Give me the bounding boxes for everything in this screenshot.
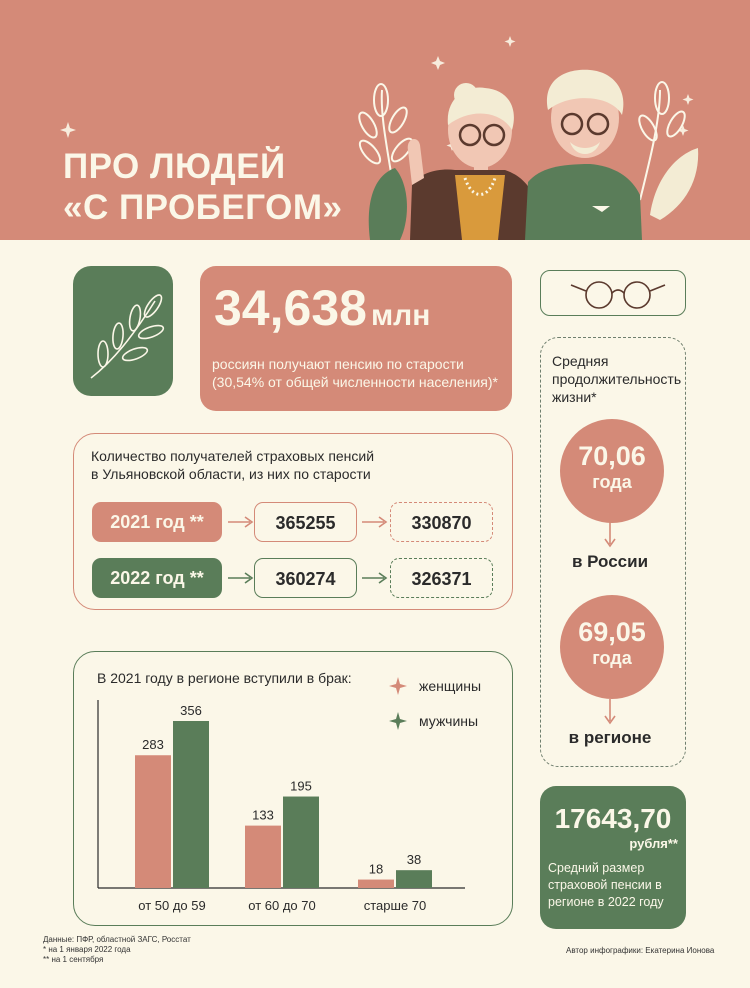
page-title-line1: ПРО ЛЮДЕЙ (63, 147, 286, 186)
recipients-title: Количество получателей страховых пенсий … (91, 447, 491, 483)
arrow-right-icon (362, 572, 388, 584)
recipients-year-2022: 2022 год ** (92, 558, 222, 598)
data-label-men-2: 38 (407, 852, 421, 867)
category-label-2: старше 70 (364, 898, 427, 913)
recipients-year-2021: 2021 год ** (92, 502, 222, 542)
chart-title: В 2021 году в регионе вступили в брак: (97, 670, 352, 686)
bar-men-0 (173, 721, 209, 888)
data-label-men-0: 356 (180, 703, 202, 718)
category-label-0: от 50 до 59 (138, 898, 205, 913)
data-label-women-2: 18 (369, 862, 383, 877)
recipients-total-2021: 365255 (254, 502, 357, 542)
recipients-old-age-2022: 326371 (390, 558, 493, 598)
life-expectancy-panel (540, 337, 686, 767)
arrow-right-icon (228, 516, 254, 528)
recipients-title-line1: Количество получателей страховых пенсий (91, 448, 375, 464)
bar-women-1 (245, 825, 281, 888)
pensioners-caption-line1: россиян получают пенсию по старости (212, 356, 464, 372)
legend-men-label: мужчины (419, 713, 479, 729)
arrow-right-icon (228, 572, 254, 584)
header-banner (0, 0, 750, 240)
pensioners-unit: млн (370, 299, 431, 332)
pensioners-stat-card (200, 266, 512, 411)
pensioners-stat-value: 34,638 млн (214, 279, 430, 337)
leaf-decor-box (73, 266, 173, 396)
footnote-2: ** на 1 сентября (43, 955, 104, 964)
glasses-decor-box (540, 270, 686, 316)
arrow-down-icon (604, 699, 616, 725)
pension-caption: Средний размер страховой пенсии в регион… (548, 861, 664, 909)
legend-women-label: женщины (419, 678, 482, 694)
recipients-old-age-2021: 330870 (390, 502, 493, 542)
marriage-chart-panel (73, 651, 513, 926)
elderly-couple-illustration (60, 36, 699, 240)
data-label-men-1: 195 (290, 779, 312, 794)
life-expectancy-russia-unit: года (592, 472, 632, 492)
footnote-source: Данные: ПФР, областной ЗАГС, Росстат (43, 935, 191, 944)
life-expectancy-region-unit: года (592, 648, 632, 668)
arrow-right-icon (362, 516, 388, 528)
pension-value: 17643,70 (554, 803, 672, 834)
life-expectancy-region-label: в регионе (568, 728, 652, 747)
author-credit: Автор инфографики: Екатерина Ионова (566, 946, 715, 955)
recipients-title-line2: в Ульяновской области, из них по старост… (91, 466, 371, 482)
pensioners-value: 34,638 (214, 280, 367, 336)
page-title: ПРО ЛЮДЕЙ «С ПРОБЕГОМ» (63, 146, 342, 228)
life-expectancy-title: Средняя продолжительность жизни* (552, 353, 682, 405)
life-expectancy-region-circle: 69,05 года (560, 595, 664, 699)
legend-men-sparkle-icon (389, 712, 407, 730)
pensioners-caption: россиян получают пенсию по старости (30,… (212, 355, 498, 391)
leaf-icon (90, 294, 165, 379)
bar-women-2 (358, 879, 394, 888)
life-expectancy-russia-circle: 70,06 года (560, 419, 664, 523)
recipients-panel (73, 433, 513, 610)
recipients-total-2022: 360274 (254, 558, 357, 598)
glasses-icon (570, 281, 666, 309)
pensioners-caption-line2: (30,54% от общей численности населения)* (212, 374, 498, 390)
footnote-1: * на 1 января 2022 года (43, 945, 131, 954)
category-label-1: от 60 до 70 (248, 898, 315, 913)
legend-women-sparkle-icon (389, 677, 407, 695)
life-expectancy-russia-value: 70,06 (578, 441, 646, 471)
page-title-line2: «С ПРОБЕГОМ» (63, 188, 343, 227)
bar-women-0 (135, 755, 171, 888)
arrow-down-icon (604, 522, 616, 548)
data-label-women-0: 283 (142, 737, 164, 752)
marriage-bar-chart: 283 356 от 50 до 59 133 195 от 60 до 70 18 38 ст… (97, 700, 465, 913)
pension-unit: рубля** (629, 836, 678, 851)
life-expectancy-russia-label: в России (571, 552, 649, 571)
data-label-women-1: 133 (252, 808, 274, 823)
pension-card (540, 786, 686, 929)
bar-men-2 (396, 870, 432, 888)
life-expectancy-region-value: 69,05 (578, 617, 646, 647)
bar-men-1 (283, 796, 319, 888)
